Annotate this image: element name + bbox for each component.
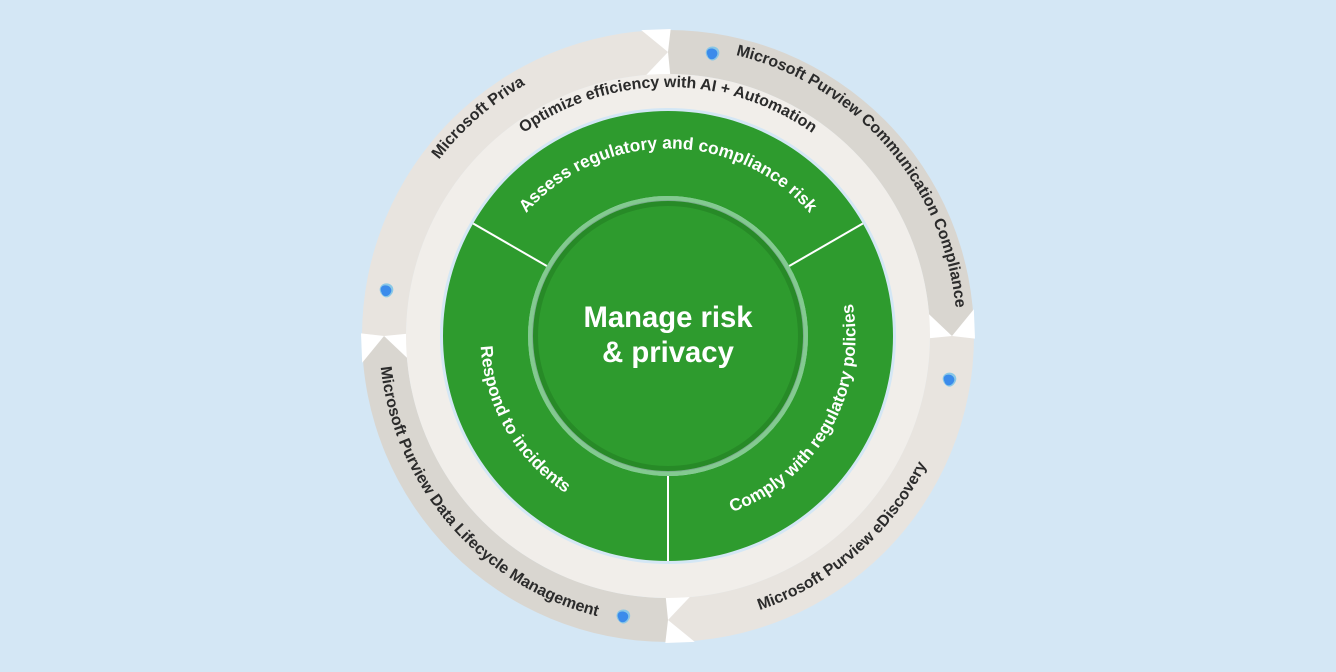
wheel-svg: Microsoft PrivaMicrosoft Purview Communi… [358,26,978,646]
radial-wheel: Microsoft PrivaMicrosoft Purview Communi… [358,26,978,646]
diagram-stage: Microsoft PrivaMicrosoft Purview Communi… [0,0,1336,672]
